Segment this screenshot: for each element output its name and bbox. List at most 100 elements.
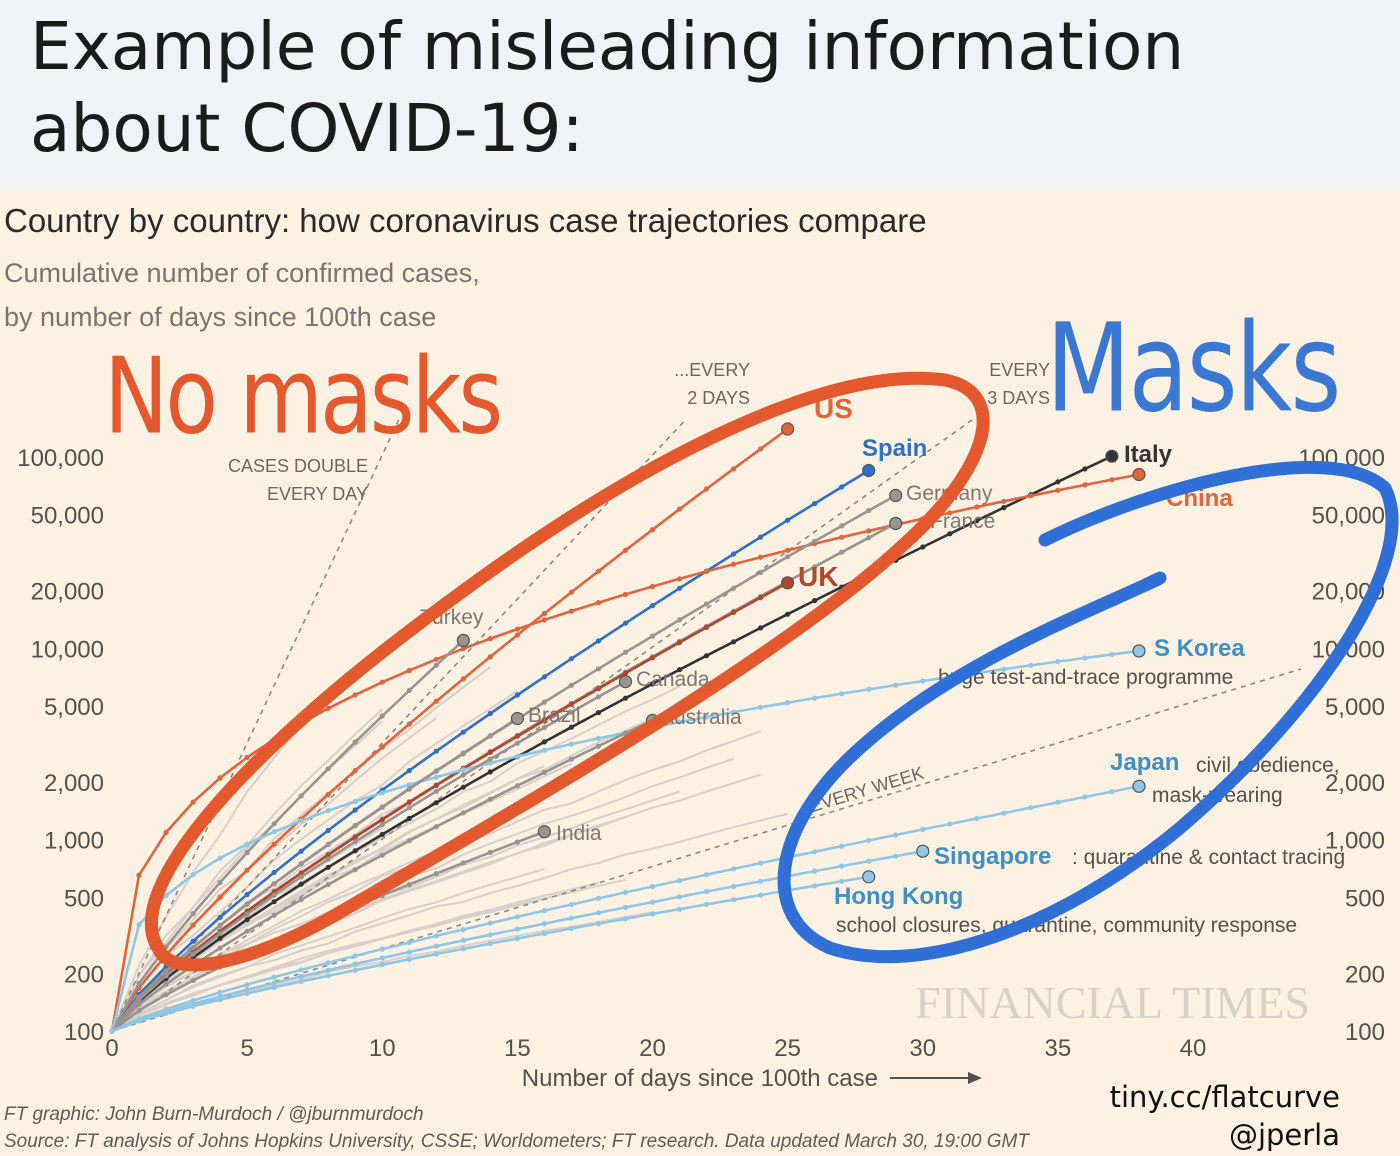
- series-point: [271, 912, 277, 918]
- series-point: [244, 841, 250, 847]
- series-point: [163, 981, 169, 987]
- series-point: [731, 609, 737, 615]
- series-end-marker: [780, 422, 795, 436]
- series-point: [190, 911, 196, 917]
- x-tick-label: 20: [639, 1035, 666, 1062]
- series-point: [595, 735, 602, 741]
- series-point: [217, 931, 223, 937]
- series-point: [839, 523, 845, 529]
- series-point: [812, 538, 818, 544]
- y-tick-label-left: 200: [64, 961, 104, 988]
- series-point: [433, 951, 439, 957]
- series-point: [217, 945, 223, 951]
- series-point: [244, 982, 250, 988]
- series-point: [947, 821, 953, 827]
- background-series-line: [111, 812, 788, 1032]
- series-point: [676, 667, 683, 673]
- series-point: [352, 848, 358, 854]
- x-tick-label: 10: [369, 1035, 396, 1062]
- series-point: [406, 956, 412, 962]
- series-point: [352, 798, 358, 805]
- series-point: [595, 694, 602, 700]
- series-point: [406, 786, 412, 792]
- series-point: [568, 682, 575, 688]
- series-point: [487, 932, 493, 938]
- series-point: [731, 639, 737, 645]
- chart-subtitle-line1: Cumulative number of confirmed cases,: [4, 258, 480, 288]
- series-point: [1082, 794, 1088, 800]
- series-point: [163, 968, 169, 974]
- series-point: [1082, 466, 1088, 472]
- series-point: [325, 864, 331, 870]
- blue-ink-ellipse: [777, 460, 1399, 964]
- series-point: [866, 686, 872, 692]
- series-point: [514, 839, 521, 845]
- series-point: [406, 667, 412, 673]
- series-point: [676, 506, 683, 512]
- series-end-marker: [1132, 779, 1146, 793]
- series-point: [866, 858, 872, 864]
- series-point: [812, 868, 818, 874]
- series-point: [325, 852, 331, 858]
- series-point: [325, 967, 331, 973]
- series-point: [839, 878, 845, 884]
- y-tick-label-left: 5,000: [44, 694, 104, 721]
- series-end-marker: [780, 576, 795, 590]
- series-label: S Korea: [1154, 635, 1245, 662]
- series-point: [649, 633, 656, 639]
- series-point: [433, 774, 439, 780]
- series-point: [649, 911, 656, 917]
- series-point: [1055, 799, 1061, 805]
- series-point: [406, 799, 412, 806]
- series-point: [487, 796, 493, 802]
- series-point: [514, 626, 521, 632]
- reference-line-label: 3 DAYS: [987, 388, 1050, 408]
- graphic-credit: FT graphic: John Burn-Murdoch / @jburnmu…: [4, 1104, 424, 1125]
- series-point: [758, 569, 764, 575]
- reference-line: [111, 668, 1302, 1032]
- x-tick-label: 0: [105, 1035, 118, 1062]
- series-point: [352, 739, 358, 745]
- series-point: [271, 974, 277, 980]
- reference-line-label: CASES DOUBLE: [228, 456, 368, 476]
- series-point: [568, 709, 575, 715]
- series-point: [325, 766, 331, 772]
- series-point: [947, 531, 953, 537]
- reference-line: [111, 418, 401, 1032]
- series-point: [839, 863, 845, 869]
- series-point: [271, 829, 277, 835]
- series-point: [190, 872, 196, 878]
- series-point: [244, 850, 250, 856]
- series-point: [1109, 477, 1115, 483]
- series-point: [785, 611, 791, 617]
- series-point: [325, 827, 331, 834]
- series-end-marker: [916, 844, 930, 858]
- series-label: Japan: [1110, 749, 1179, 776]
- background-series-line: [111, 666, 491, 1032]
- series-point: [541, 617, 548, 623]
- background-series-line: [111, 882, 599, 1032]
- series-end-marker: [510, 711, 525, 726]
- series-point: [1055, 479, 1061, 485]
- country-annotation: civil obedience,: [1196, 754, 1340, 777]
- series-point: [541, 769, 548, 776]
- series-point: [433, 782, 439, 789]
- series-point: [974, 518, 980, 524]
- series-point: [595, 910, 602, 916]
- series-point: [595, 895, 602, 902]
- series-point: [541, 717, 548, 723]
- series-point: [460, 750, 466, 756]
- series-point: [703, 889, 710, 895]
- series-point: [190, 1003, 196, 1009]
- link-text: tiny.cc/flatcurve: [1109, 1080, 1340, 1114]
- series-point: [325, 856, 331, 862]
- series-point: [595, 921, 602, 927]
- series-point: [839, 691, 845, 697]
- series-point: [433, 824, 439, 830]
- x-axis-arrow-head: [968, 1072, 982, 1084]
- series-point: [109, 1028, 115, 1034]
- series-point: [406, 949, 412, 955]
- series-point: [352, 961, 358, 967]
- series-label: Spain: [862, 435, 927, 462]
- series-point: [352, 822, 358, 829]
